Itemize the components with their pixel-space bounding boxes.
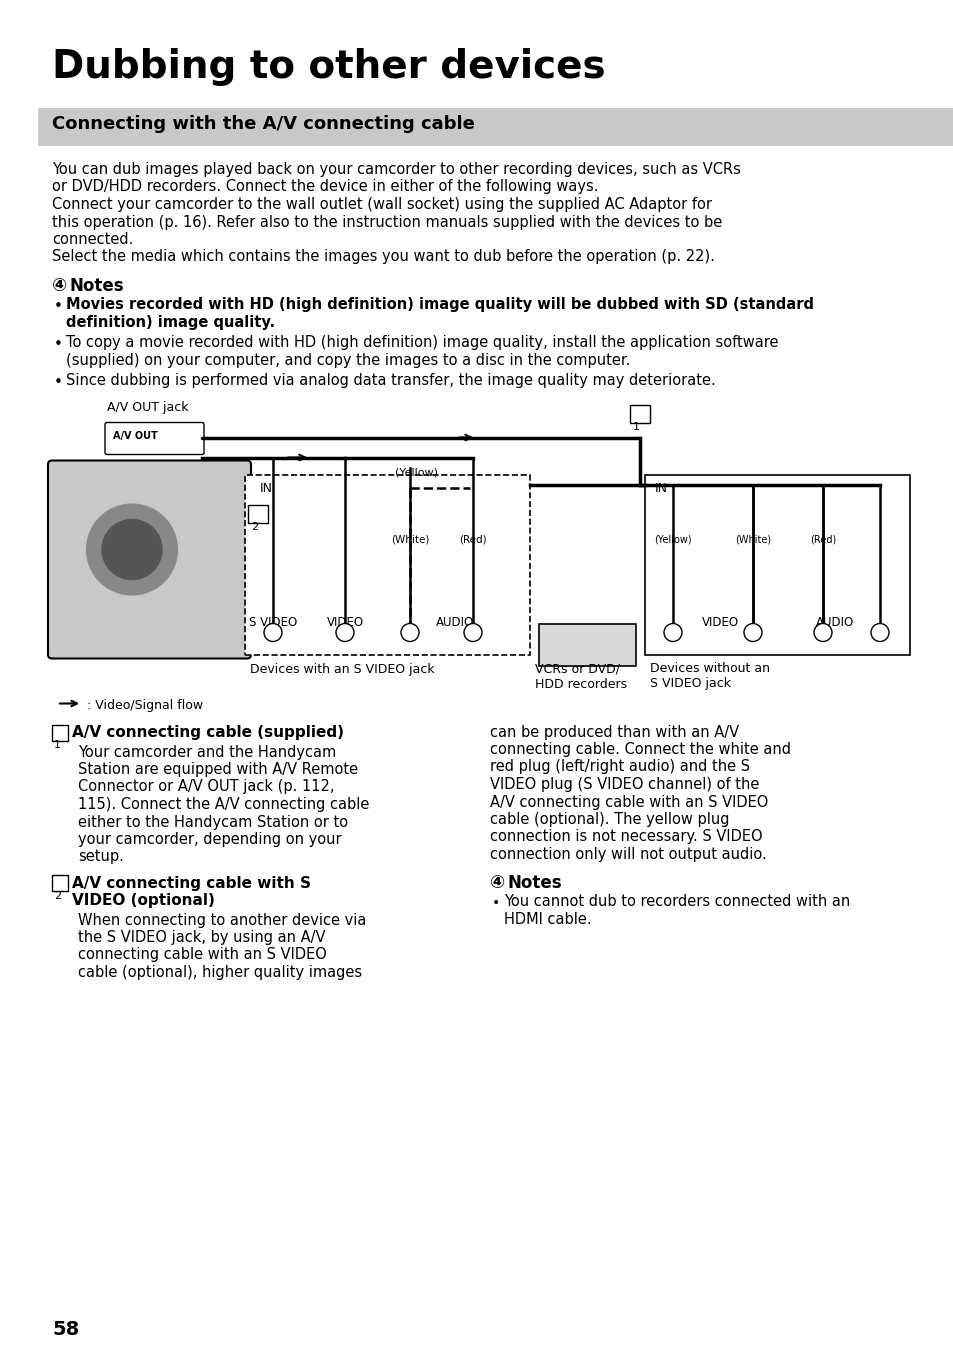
Text: IN: IN: [655, 483, 667, 495]
Text: (supplied) on your computer, and copy the images to a disc in the computer.: (supplied) on your computer, and copy th…: [66, 353, 630, 368]
Text: AUDIO: AUDIO: [815, 616, 853, 630]
Bar: [52, 875, 68, 892]
FancyBboxPatch shape: [538, 623, 636, 665]
Text: When connecting to another device via: When connecting to another device via: [78, 912, 366, 927]
Text: (Red): (Red): [458, 535, 486, 544]
Bar: [38, 109, 953, 147]
Text: (Yellow): (Yellow): [654, 535, 691, 544]
Bar: [248, 505, 268, 522]
Text: the S VIDEO jack, by using an A/V: the S VIDEO jack, by using an A/V: [78, 930, 325, 944]
Text: HDMI cable.: HDMI cable.: [503, 912, 591, 927]
Bar: [52, 725, 68, 741]
Text: Station are equipped with A/V Remote: Station are equipped with A/V Remote: [78, 763, 357, 778]
Text: Connector or A/V OUT jack (p. 112,: Connector or A/V OUT jack (p. 112,: [78, 779, 335, 794]
Text: 1: 1: [633, 422, 639, 433]
Text: •: •: [54, 337, 63, 351]
Text: (Red): (Red): [809, 535, 835, 544]
Text: ④: ④: [490, 874, 505, 893]
FancyBboxPatch shape: [48, 460, 251, 658]
Text: A/V OUT jack: A/V OUT jack: [107, 402, 189, 414]
Text: A/V connecting cable with an S VIDEO: A/V connecting cable with an S VIDEO: [490, 794, 767, 810]
Text: You cannot dub to recorders connected with an: You cannot dub to recorders connected wi…: [503, 894, 849, 909]
Text: Movies recorded with HD (high definition) image quality will be dubbed with SD (: Movies recorded with HD (high definition…: [66, 297, 813, 312]
Text: A/V connecting cable (supplied): A/V connecting cable (supplied): [71, 726, 344, 741]
Text: Devices with an S VIDEO jack: Devices with an S VIDEO jack: [250, 662, 435, 676]
Text: Your camcorder and the Handycam: Your camcorder and the Handycam: [78, 745, 335, 760]
Text: Since dubbing is performed via analog data transfer, the image quality may deter: Since dubbing is performed via analog da…: [66, 373, 715, 388]
Bar: [629, 404, 649, 422]
Text: 115). Connect the A/V connecting cable: 115). Connect the A/V connecting cable: [78, 797, 369, 811]
Text: cable (optional). The yellow plug: cable (optional). The yellow plug: [490, 811, 729, 826]
Circle shape: [264, 623, 282, 642]
Text: •: •: [54, 375, 63, 389]
Circle shape: [663, 623, 681, 642]
Bar: [644, 475, 909, 654]
Circle shape: [870, 623, 888, 642]
Text: 58: 58: [52, 1320, 79, 1339]
Text: connection only will not output audio.: connection only will not output audio.: [490, 847, 766, 862]
Circle shape: [743, 623, 761, 642]
Text: VIDEO: VIDEO: [700, 616, 738, 630]
Text: can be produced than with an A/V: can be produced than with an A/V: [490, 725, 739, 740]
Text: IN: IN: [260, 483, 273, 495]
Text: : Video/Signal flow: : Video/Signal flow: [87, 699, 203, 712]
Text: To copy a movie recorded with HD (high definition) image quality, install the ap: To copy a movie recorded with HD (high d…: [66, 335, 778, 350]
Text: connecting cable. Connect the white and: connecting cable. Connect the white and: [490, 742, 790, 757]
Text: setup.: setup.: [78, 849, 124, 864]
Text: or DVD/HDD recorders. Connect the device in either of the following ways.: or DVD/HDD recorders. Connect the device…: [52, 179, 598, 194]
Text: S VIDEO: S VIDEO: [249, 616, 296, 630]
Text: (White): (White): [734, 535, 770, 544]
Text: VIDEO (optional): VIDEO (optional): [71, 893, 214, 908]
Text: •: •: [492, 897, 499, 911]
Text: VIDEO: VIDEO: [326, 616, 363, 630]
Text: Devices without an
S VIDEO jack: Devices without an S VIDEO jack: [649, 662, 769, 691]
Text: connection is not necessary. S VIDEO: connection is not necessary. S VIDEO: [490, 829, 761, 844]
Circle shape: [400, 623, 418, 642]
Text: A/V connecting cable with S: A/V connecting cable with S: [71, 877, 311, 892]
Text: connected.: connected.: [52, 232, 133, 247]
Text: •: •: [54, 299, 63, 313]
Text: Notes: Notes: [507, 874, 562, 893]
Text: Notes: Notes: [70, 277, 125, 294]
Text: connecting cable with an S VIDEO: connecting cable with an S VIDEO: [78, 947, 327, 962]
Text: cable (optional), higher quality images: cable (optional), higher quality images: [78, 965, 362, 980]
Text: Connect your camcorder to the wall outlet (wall socket) using the supplied AC Ad: Connect your camcorder to the wall outle…: [52, 197, 711, 212]
Text: VCRs or DVD/
HDD recorders: VCRs or DVD/ HDD recorders: [535, 662, 626, 691]
Text: (Yellow): (Yellow): [395, 468, 437, 478]
Text: this operation (p. 16). Refer also to the instruction manuals supplied with the : this operation (p. 16). Refer also to th…: [52, 214, 721, 229]
Text: A/V OUT: A/V OUT: [112, 432, 157, 441]
Text: Connecting with the A/V connecting cable: Connecting with the A/V connecting cable: [52, 115, 475, 133]
Text: VIDEO plug (S VIDEO channel) of the: VIDEO plug (S VIDEO channel) of the: [490, 778, 759, 792]
FancyBboxPatch shape: [105, 422, 204, 455]
Text: either to the Handycam Station or to: either to the Handycam Station or to: [78, 814, 348, 829]
Circle shape: [102, 520, 162, 579]
Text: your camcorder, depending on your: your camcorder, depending on your: [78, 832, 341, 847]
Circle shape: [463, 623, 481, 642]
Circle shape: [335, 623, 354, 642]
Text: (White): (White): [391, 535, 429, 544]
Text: red plug (left/right audio) and the S: red plug (left/right audio) and the S: [490, 760, 749, 775]
Bar: [245, 475, 530, 654]
Text: Dubbing to other devices: Dubbing to other devices: [52, 47, 605, 85]
Text: You can dub images played back on your camcorder to other recording devices, suc: You can dub images played back on your c…: [52, 161, 740, 176]
Text: 1: 1: [54, 741, 61, 750]
Text: Select the media which contains the images you want to dub before the operation : Select the media which contains the imag…: [52, 250, 714, 265]
Text: AUDIO: AUDIO: [436, 616, 474, 630]
Text: definition) image quality.: definition) image quality.: [66, 315, 274, 330]
Text: 2: 2: [54, 892, 61, 901]
Circle shape: [87, 505, 177, 594]
Text: 2: 2: [251, 522, 258, 532]
Text: ④: ④: [52, 277, 67, 294]
Circle shape: [813, 623, 831, 642]
